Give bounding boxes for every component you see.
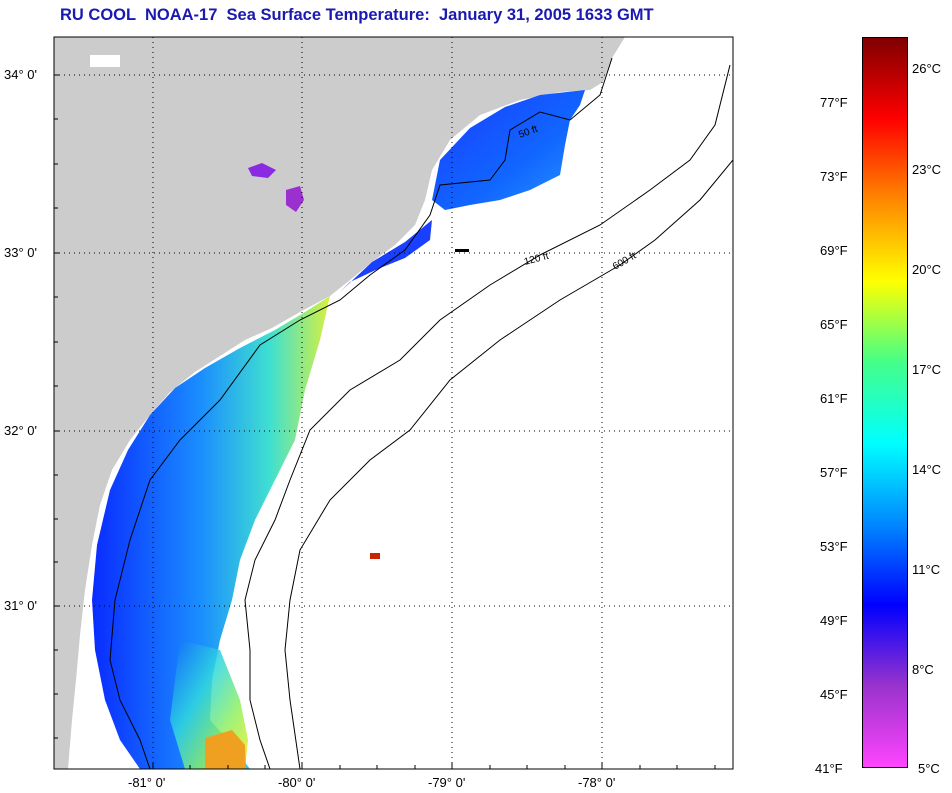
lon-label-80: -80° 0': [278, 775, 316, 790]
speckle-white: [90, 55, 120, 67]
lon-label-81: -81° 0': [128, 775, 166, 790]
lon-label-79: -79° 0': [428, 775, 466, 790]
speckle-red: [370, 553, 380, 559]
isobath-120ft: [244, 64, 731, 769]
lake-purple-1: [248, 163, 276, 178]
cb-f-65: 65°F: [820, 317, 848, 332]
cb-c-26: 26°C: [912, 61, 942, 76]
cb-c-8: 8°C: [912, 662, 934, 677]
cb-f-57: 57°F: [820, 465, 848, 480]
cb-c-5: 5°C: [918, 761, 940, 776]
lake-purple-2: [286, 186, 304, 212]
cb-f-61: 61°F: [820, 391, 848, 406]
sst-middle-strip: [340, 220, 432, 292]
isobath-600ft: [284, 159, 733, 769]
cb-c-14: 14°C: [912, 462, 942, 477]
cb-f-73: 73°F: [820, 169, 848, 184]
speckle-black: [455, 249, 469, 252]
isobaths: [109, 57, 733, 769]
cb-c-17: 17°C: [912, 362, 942, 377]
cb-f-53: 53°F: [820, 539, 848, 554]
lat-label-34: 34° 0': [4, 67, 37, 82]
land-mass: [54, 37, 625, 769]
map-title: RU COOL NOAA-17 Sea Surface Temperature:…: [60, 6, 654, 24]
cb-f-41: 41°F: [815, 761, 843, 776]
sst-shelf-region: [92, 296, 330, 769]
isobath-50ft: [109, 57, 613, 769]
graticule: [54, 37, 733, 769]
cb-c-20: 20°C: [912, 262, 942, 277]
sst-north-region: [432, 90, 585, 210]
cb-f-45: 45°F: [820, 687, 848, 702]
lat-label-32: 32° 0': [4, 423, 37, 438]
sst-orange-patch: [205, 730, 246, 769]
lon-ticks: [152, 763, 716, 769]
lat-ticks: [54, 74, 60, 739]
cb-c-11: 11°C: [912, 562, 941, 577]
cb-f-77: 77°F: [820, 95, 848, 110]
lat-label-33: 33° 0': [4, 245, 37, 260]
temperature-colorbar: [862, 37, 908, 768]
lon-label-78: -78° 0': [578, 775, 616, 790]
cb-c-23: 23°C: [912, 162, 942, 177]
cb-f-69: 69°F: [820, 243, 848, 258]
lat-label-31: 31° 0': [4, 598, 37, 613]
cb-f-49: 49°F: [820, 613, 848, 628]
map-border: [53, 36, 734, 770]
